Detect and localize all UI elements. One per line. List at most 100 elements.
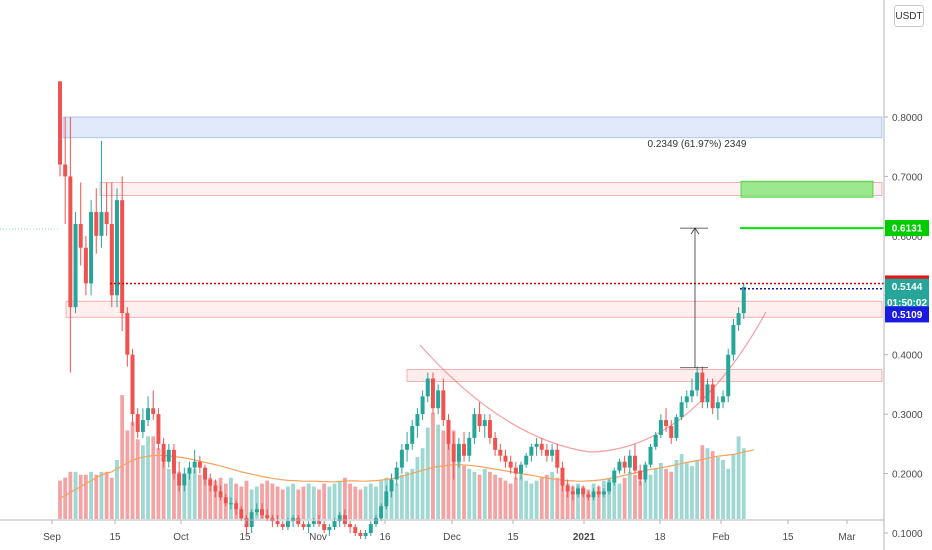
candle-body [560,467,565,486]
volume-bar [488,471,492,519]
candle [89,200,94,296]
time-tick-label: 15 [782,532,794,543]
candle-body [146,408,151,421]
volume-bar [581,486,586,519]
volume-bar [99,471,104,519]
volume-bar [529,483,534,519]
price-tick-label: 0.4000 [892,351,923,362]
volume-bar [84,474,88,519]
candle [311,518,316,528]
volume-bar [187,471,192,519]
candle-body [296,518,301,525]
candle [503,449,508,468]
candle [301,521,306,531]
candle [104,182,109,236]
volume-bar [115,460,119,519]
volume-bar [503,480,508,519]
candle [109,182,114,308]
candle-body [472,414,477,438]
candle-body [534,443,539,447]
candle [317,515,321,528]
volume-bar [441,430,446,519]
zone-neckline [406,369,883,382]
volume-bar [627,471,632,519]
candle [156,408,161,450]
zone-supply-blue [62,116,883,139]
currency-label: USDT [895,10,923,22]
candle-body [254,509,259,513]
volume-bar [244,480,249,519]
time-axis[interactable]: Sep 15 Oct 15 Nov 16 Dec 15 2021 18 Feb 15 Mar [43,520,856,543]
candle [487,414,492,444]
volume-bar [700,445,705,519]
candle-body [58,81,62,165]
volume-bar [477,474,482,519]
candle [280,521,285,531]
volume-bar [177,471,182,519]
candle [508,455,513,474]
candle-body [482,420,487,427]
volume-bar [311,486,316,519]
zone-breakout-zone [65,300,883,318]
candle [234,500,239,516]
price-badge-label: 0.5144 [892,282,923,293]
candle-body [379,506,384,519]
candle [83,235,88,296]
candle-body [684,396,689,403]
volume-bar [78,474,83,519]
volume-bar [586,489,591,519]
candle-body [218,491,223,498]
candle [146,396,151,427]
volume-bar [58,480,62,519]
volume-bar [731,454,736,519]
candle [296,515,301,528]
currency-selector[interactable]: USDT [894,5,924,27]
volume-bar [705,448,710,519]
candle [244,515,249,533]
candle-body [586,494,591,498]
candle-body [632,455,637,471]
volume-bar [63,477,68,519]
candle [306,521,311,533]
volume-bar [679,454,684,519]
candle-body [420,396,425,415]
volume-bar [286,486,290,519]
price-tick-label: 0.7000 [892,172,923,183]
candle [218,485,223,501]
price-tick-label: 0.6000 [892,232,923,243]
volume-bar [239,486,244,519]
candle [140,408,145,438]
candle [664,408,669,432]
time-tick-label: Feb [712,532,730,543]
volume-bar [695,460,700,519]
candle [436,384,441,415]
volume-bar [534,480,539,519]
volume-bar [166,468,171,519]
candle [617,458,622,474]
volume-bar [260,483,264,519]
candle-body [627,455,632,468]
candle [648,443,653,468]
candle [182,467,187,492]
time-tick-label: 18 [654,532,666,543]
volume-bar [633,474,637,519]
candle [607,479,612,495]
candle-body [493,437,498,450]
measure-arrow [690,227,700,235]
volume-bar [425,427,430,519]
measure-tool[interactable]: 0.2349 (61.97%) 2349 [648,139,747,369]
candle-body [524,455,529,465]
candle [565,479,570,498]
candle-body [228,503,233,505]
candle [632,443,637,474]
candle-body [109,223,114,296]
volume-bar [343,477,347,519]
candle [125,307,130,367]
candle [627,449,632,474]
candle-body [695,372,700,391]
candle-body [658,420,663,435]
candle [684,390,689,409]
candle-body [622,461,627,468]
candle [358,530,363,539]
